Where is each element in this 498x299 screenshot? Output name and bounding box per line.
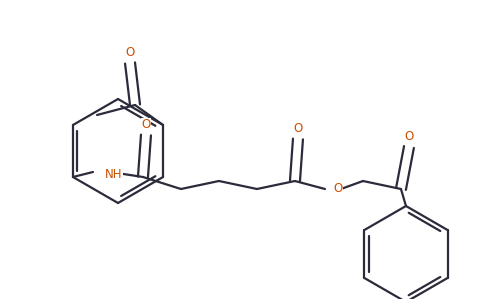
Text: O: O [293,123,303,135]
Text: NH: NH [105,169,123,181]
Text: O: O [125,47,134,60]
Text: O: O [141,118,150,132]
Text: O: O [333,182,342,196]
Text: O: O [404,130,414,144]
